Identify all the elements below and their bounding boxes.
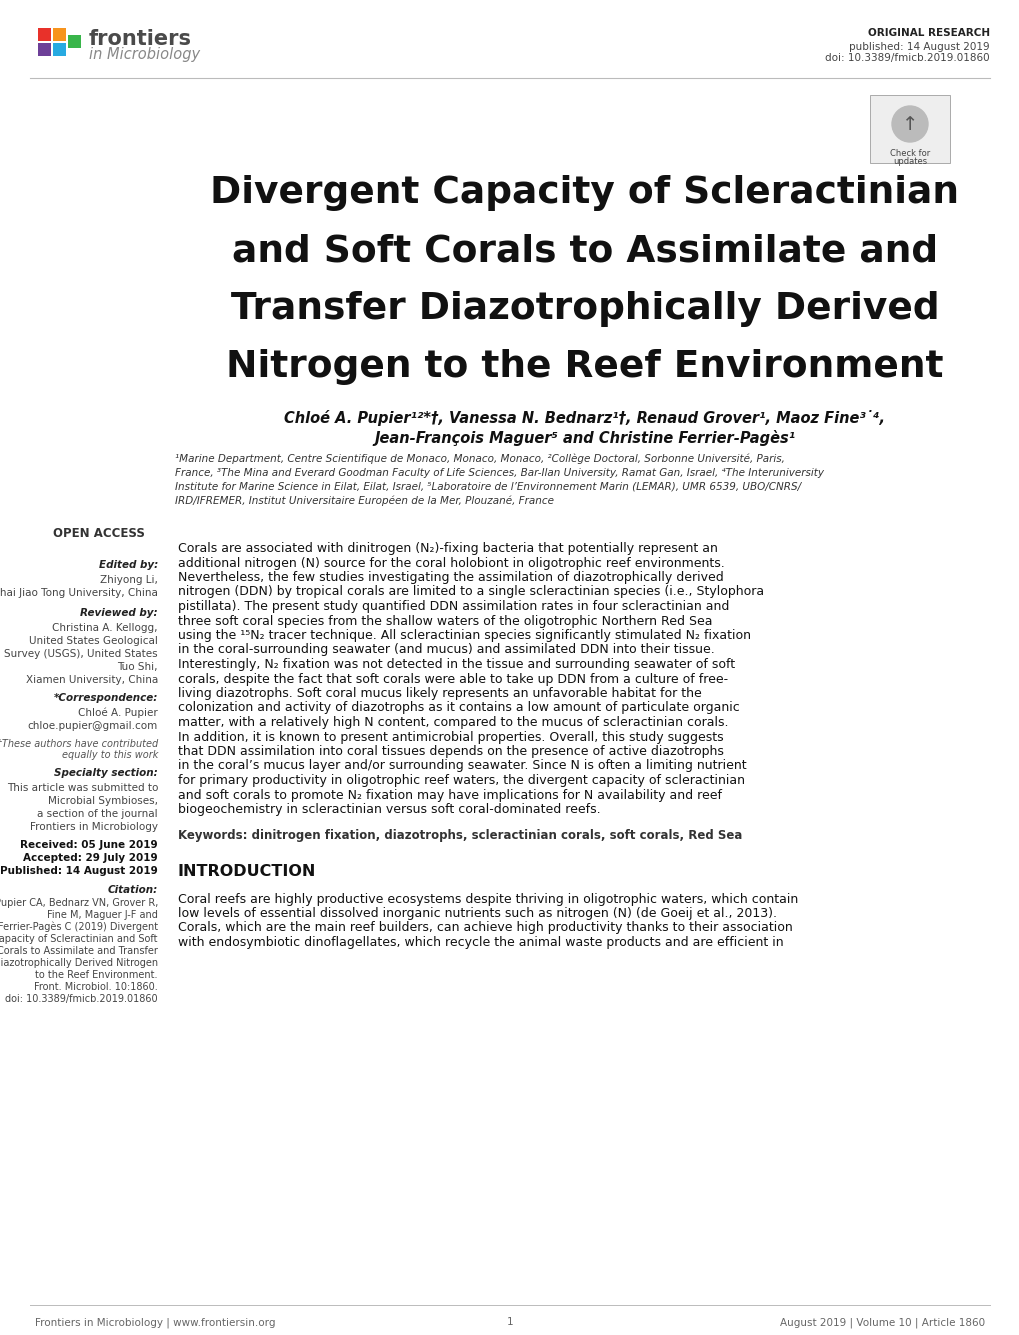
Text: colonization and activity of diazotrophs as it contains a low amount of particul: colonization and activity of diazotrophs… bbox=[178, 701, 739, 714]
Text: Frontiers in Microbiology | www.frontiersin.org: Frontiers in Microbiology | www.frontier… bbox=[35, 1318, 275, 1327]
Text: Coral reefs are highly productive ecosystems despite thriving in oligotrophic wa: Coral reefs are highly productive ecosys… bbox=[178, 893, 798, 905]
Bar bbox=[38, 43, 51, 56]
Text: Fine M, Maguer J-F and: Fine M, Maguer J-F and bbox=[47, 910, 158, 920]
Text: using the ¹⁵N₂ tracer technique. All scleractinian species significantly stimula: using the ¹⁵N₂ tracer technique. All scl… bbox=[178, 629, 750, 642]
Text: Divergent Capacity of Scleractinian: Divergent Capacity of Scleractinian bbox=[210, 175, 959, 211]
Text: and Soft Corals to Assimilate and: and Soft Corals to Assimilate and bbox=[231, 234, 937, 268]
Text: living diazotrophs. Soft coral mucus likely represents an unfavorable habitat fo: living diazotrophs. Soft coral mucus lik… bbox=[178, 688, 701, 700]
Text: with endosymbiotic dinoflagellates, which recycle the animal waste products and : with endosymbiotic dinoflagellates, whic… bbox=[178, 936, 783, 949]
Text: published: 14 August 2019: published: 14 August 2019 bbox=[849, 41, 989, 52]
Text: in the coral’s mucus layer and/or surrounding seawater. Since N is often a limit: in the coral’s mucus layer and/or surrou… bbox=[178, 760, 746, 773]
Text: Accepted: 29 July 2019: Accepted: 29 July 2019 bbox=[23, 853, 158, 862]
Text: Nevertheless, the few studies investigating the assimilation of diazotrophically: Nevertheless, the few studies investigat… bbox=[178, 571, 723, 583]
Text: Front. Microbiol. 10:1860.: Front. Microbiol. 10:1860. bbox=[35, 983, 158, 992]
Text: matter, with a relatively high N content, compared to the mucus of scleractinian: matter, with a relatively high N content… bbox=[178, 716, 728, 729]
Text: Survey (USGS), United States: Survey (USGS), United States bbox=[4, 649, 158, 659]
Text: Keywords: dinitrogen fixation, diazotrophs, scleractinian corals, soft corals, R: Keywords: dinitrogen fixation, diazotrop… bbox=[178, 829, 742, 842]
Text: Pupier CA, Bednarz VN, Grover R,: Pupier CA, Bednarz VN, Grover R, bbox=[0, 898, 158, 908]
Text: In addition, it is known to present antimicrobial properties. Overall, this stud: In addition, it is known to present anti… bbox=[178, 730, 722, 744]
Text: updates: updates bbox=[892, 158, 926, 166]
Text: Published: 14 August 2019: Published: 14 August 2019 bbox=[0, 866, 158, 876]
Text: INTRODUCTION: INTRODUCTION bbox=[178, 865, 316, 880]
Text: Nitrogen to the Reef Environment: Nitrogen to the Reef Environment bbox=[226, 348, 943, 384]
Text: Corals to Assimilate and Transfer: Corals to Assimilate and Transfer bbox=[0, 947, 158, 956]
Text: in Microbiology: in Microbiology bbox=[89, 48, 200, 63]
Text: and soft corals to promote N₂ fixation may have implications for N availability : and soft corals to promote N₂ fixation m… bbox=[178, 789, 721, 801]
Bar bbox=[68, 35, 81, 48]
Text: This article was submitted to: This article was submitted to bbox=[6, 784, 158, 793]
Bar bbox=[38, 28, 51, 41]
Text: Corals, which are the main reef builders, can achieve high productivity thanks t: Corals, which are the main reef builders… bbox=[178, 921, 792, 934]
Text: *Correspondence:: *Correspondence: bbox=[54, 693, 158, 704]
Text: biogeochemistry in scleractinian versus soft coral-dominated reefs.: biogeochemistry in scleractinian versus … bbox=[178, 802, 600, 816]
Text: Diazotrophically Derived Nitrogen: Diazotrophically Derived Nitrogen bbox=[0, 959, 158, 968]
Text: ORIGINAL RESEARCH: ORIGINAL RESEARCH bbox=[867, 28, 989, 37]
Text: August 2019 | Volume 10 | Article 1860: August 2019 | Volume 10 | Article 1860 bbox=[780, 1318, 984, 1327]
Text: Tuo Shi,: Tuo Shi, bbox=[117, 662, 158, 672]
Text: Frontiers in Microbiology: Frontiers in Microbiology bbox=[30, 822, 158, 832]
Text: United States Geological: United States Geological bbox=[30, 635, 158, 646]
Text: Jean-François Maguer⁵ and Christine Ferrier-Pagès¹: Jean-François Maguer⁵ and Christine Ferr… bbox=[374, 430, 795, 446]
Text: ¹Marine Department, Centre Scientifique de Monaco, Monaco, Monaco, ²Collège Doct: ¹Marine Department, Centre Scientifique … bbox=[175, 453, 823, 506]
Bar bbox=[53, 43, 66, 56]
Text: nitrogen (DDN) by tropical corals are limited to a single scleractinian species : nitrogen (DDN) by tropical corals are li… bbox=[178, 586, 763, 598]
Text: Chloé A. Pupier¹²*†, Vanessa N. Bednarz¹†, Renaud Grover¹, Maoz Fine³˙⁴,: Chloé A. Pupier¹²*†, Vanessa N. Bednarz¹… bbox=[284, 410, 884, 426]
Text: Received: 05 June 2019: Received: 05 June 2019 bbox=[20, 840, 158, 850]
Text: pistillata). The present study quantified DDN assimilation rates in four sclerac: pistillata). The present study quantifie… bbox=[178, 599, 729, 613]
Text: for primary productivity in oligotrophic reef waters, the divergent capacity of : for primary productivity in oligotrophic… bbox=[178, 774, 744, 788]
Text: Shanghai Jiao Tong University, China: Shanghai Jiao Tong University, China bbox=[0, 587, 158, 598]
Text: Capacity of Scleractinian and Soft: Capacity of Scleractinian and Soft bbox=[0, 934, 158, 944]
Text: Reviewed by:: Reviewed by: bbox=[81, 607, 158, 618]
Text: Chloé A. Pupier: Chloé A. Pupier bbox=[78, 708, 158, 718]
Text: low levels of essential dissolved inorganic nutrients such as nitrogen (N) (de G: low levels of essential dissolved inorga… bbox=[178, 906, 776, 920]
Bar bbox=[53, 28, 66, 41]
Text: Zhiyong Li,: Zhiyong Li, bbox=[100, 575, 158, 585]
Text: Xiamen University, China: Xiamen University, China bbox=[25, 676, 158, 685]
Text: frontiers: frontiers bbox=[89, 29, 192, 49]
Text: a section of the journal: a section of the journal bbox=[38, 809, 158, 818]
Text: Edited by:: Edited by: bbox=[99, 559, 158, 570]
Text: in the coral-surrounding seawater (and mucus) and assimilated DDN into their tis: in the coral-surrounding seawater (and m… bbox=[178, 643, 714, 657]
Text: Microbial Symbioses,: Microbial Symbioses, bbox=[48, 796, 158, 806]
Text: Check for: Check for bbox=[889, 150, 929, 158]
Text: chloe.pupier@gmail.com: chloe.pupier@gmail.com bbox=[28, 721, 158, 732]
Text: Ferrier-Pagès C (2019) Divergent: Ferrier-Pagès C (2019) Divergent bbox=[0, 922, 158, 933]
Text: three soft coral species from the shallow waters of the oligotrophic Northern Re: three soft coral species from the shallo… bbox=[178, 614, 712, 627]
Text: doi: 10.3389/fmicb.2019.01860: doi: 10.3389/fmicb.2019.01860 bbox=[5, 995, 158, 1004]
Text: Christina A. Kellogg,: Christina A. Kellogg, bbox=[52, 623, 158, 633]
Text: ↑: ↑ bbox=[901, 115, 917, 134]
Text: †These authors have contributed: †These authors have contributed bbox=[0, 738, 158, 748]
Text: Transfer Diazotrophically Derived: Transfer Diazotrophically Derived bbox=[230, 291, 938, 327]
Text: Interestingly, N₂ fixation was not detected in the tissue and surrounding seawat: Interestingly, N₂ fixation was not detec… bbox=[178, 658, 735, 672]
Text: OPEN ACCESS: OPEN ACCESS bbox=[53, 527, 145, 539]
Text: Specialty section:: Specialty section: bbox=[54, 768, 158, 778]
FancyBboxPatch shape bbox=[869, 95, 949, 163]
Text: doi: 10.3389/fmicb.2019.01860: doi: 10.3389/fmicb.2019.01860 bbox=[824, 53, 989, 63]
Text: equally to this work: equally to this work bbox=[61, 750, 158, 760]
Text: Citation:: Citation: bbox=[108, 885, 158, 894]
Text: additional nitrogen (N) source for the coral holobiont in oligotrophic reef envi: additional nitrogen (N) source for the c… bbox=[178, 557, 725, 570]
Text: corals, despite the fact that soft corals were able to take up DDN from a cultur: corals, despite the fact that soft coral… bbox=[178, 673, 728, 685]
Text: Corals are associated with dinitrogen (N₂)-fixing bacteria that potentially repr: Corals are associated with dinitrogen (N… bbox=[178, 542, 717, 555]
Circle shape bbox=[892, 105, 927, 142]
Text: 1: 1 bbox=[506, 1318, 513, 1327]
Text: to the Reef Environment.: to the Reef Environment. bbox=[36, 971, 158, 980]
Text: that DDN assimilation into coral tissues depends on the presence of active diazo: that DDN assimilation into coral tissues… bbox=[178, 745, 723, 758]
